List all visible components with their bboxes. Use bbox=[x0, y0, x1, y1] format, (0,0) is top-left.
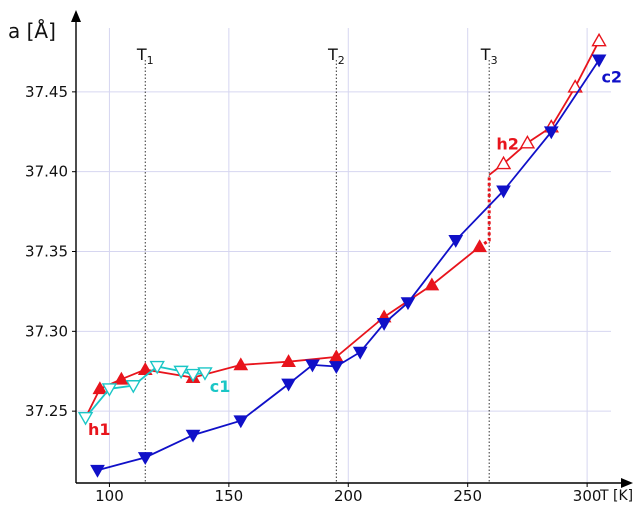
x-tick-label: 250 bbox=[453, 487, 482, 505]
transition-label: T1 bbox=[136, 45, 154, 67]
x-tick-label: 200 bbox=[334, 487, 363, 505]
data-point bbox=[185, 368, 201, 383]
data-point bbox=[448, 234, 464, 248]
grid-lines bbox=[76, 28, 611, 483]
series-h1-h2-jump bbox=[478, 174, 491, 248]
series-label: c1 bbox=[210, 377, 231, 396]
series-line bbox=[97, 59, 600, 472]
data-point bbox=[137, 452, 153, 465]
y-tick-label: 37.35 bbox=[25, 243, 68, 261]
transition-label: T2 bbox=[327, 45, 345, 67]
y-axis-title: a [Å] bbox=[8, 19, 56, 43]
data-point bbox=[591, 54, 607, 68]
data-point bbox=[90, 464, 105, 478]
data-series bbox=[77, 32, 607, 478]
transition-label: T3 bbox=[480, 45, 498, 67]
y-tick-label: 37.40 bbox=[25, 163, 68, 181]
data-point bbox=[495, 155, 512, 170]
data-point bbox=[328, 361, 344, 374]
data-point bbox=[496, 185, 511, 199]
y-tick-label: 37.45 bbox=[25, 83, 68, 101]
x-axis-arrow bbox=[621, 478, 633, 488]
series-label: h1 bbox=[88, 420, 111, 439]
series-c2 bbox=[90, 54, 607, 478]
data-point bbox=[137, 362, 153, 376]
data-point bbox=[567, 79, 583, 93]
series-line bbox=[478, 174, 491, 248]
data-point bbox=[233, 357, 249, 371]
data-point bbox=[352, 346, 368, 360]
x-tick-label: 300 bbox=[573, 487, 602, 505]
data-point bbox=[101, 383, 118, 397]
axes: 100 150 200 250 300 37.25 37.30 37.35 37.40 37.45… bbox=[8, 10, 633, 505]
series-h2 bbox=[488, 32, 607, 176]
data-point bbox=[424, 277, 440, 291]
data-point bbox=[125, 380, 142, 394]
series-label: c2 bbox=[601, 67, 622, 86]
y-tick-label: 37.25 bbox=[25, 402, 68, 420]
series-labels: h1 c1 h2 c2 bbox=[88, 67, 622, 439]
data-point bbox=[400, 297, 416, 311]
data-point bbox=[519, 135, 536, 149]
data-point bbox=[281, 378, 296, 392]
data-point bbox=[376, 317, 392, 331]
y-tick-label: 37.30 bbox=[25, 322, 68, 340]
series-line bbox=[84, 245, 481, 418]
data-point bbox=[233, 415, 249, 429]
data-point bbox=[197, 367, 213, 381]
data-point bbox=[305, 359, 320, 373]
series-c1 bbox=[77, 360, 213, 426]
data-point bbox=[92, 381, 108, 395]
series-line bbox=[488, 40, 600, 176]
data-point bbox=[185, 429, 201, 443]
x-axis-title: T [K] bbox=[599, 488, 633, 504]
x-tick-label: 150 bbox=[215, 487, 244, 505]
data-point bbox=[173, 365, 189, 380]
data-point bbox=[543, 126, 559, 140]
series-label: h2 bbox=[496, 134, 519, 153]
data-point bbox=[591, 32, 607, 47]
data-point bbox=[114, 371, 129, 385]
data-point bbox=[149, 360, 165, 375]
transition-markers: T1 T2 T3 bbox=[136, 45, 498, 483]
data-point bbox=[281, 354, 296, 368]
data-point bbox=[77, 411, 94, 426]
x-tick-label: 100 bbox=[95, 487, 124, 505]
y-axis-arrow bbox=[71, 10, 81, 22]
